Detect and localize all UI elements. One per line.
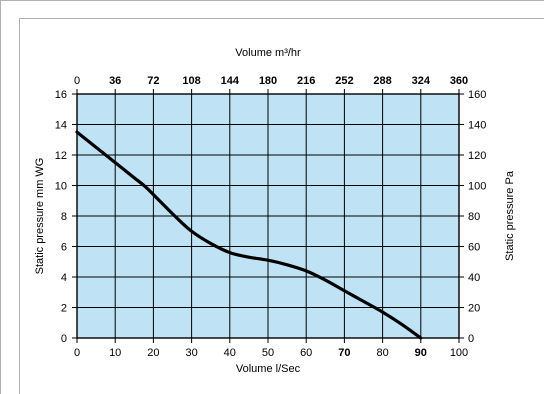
bottom-tick-label: 60	[300, 347, 312, 359]
top-tick-label: 288	[373, 75, 391, 87]
top-tick-label: 144	[221, 75, 240, 87]
right-tick-label: 160	[468, 89, 486, 101]
top-axis-tick-labels: 0 36 72 108 144 180 216 252 288 324 360	[74, 75, 468, 87]
right-axis-title: Static pressure Pa	[504, 170, 516, 261]
plot-border	[76, 93, 460, 339]
bottom-tick-label: 40	[224, 347, 236, 359]
right-tick-label: 0	[468, 333, 474, 345]
bottom-tick-label: 90	[415, 347, 427, 359]
left-tick-label: 6	[61, 242, 67, 254]
left-tick-label: 10	[55, 181, 67, 193]
frame-inner-border-top	[19, 18, 544, 19]
bottom-tick-label: 10	[109, 347, 121, 359]
top-tick-label: 0	[74, 75, 80, 87]
right-tick-label: 40	[468, 272, 480, 284]
top-tick-label: 252	[335, 75, 353, 87]
right-tick-label: 60	[468, 242, 480, 254]
right-tick-label: 120	[468, 150, 486, 162]
bottom-axis-tick-labels: 0 10 20 30 40 50 60 70 80 90 100	[74, 347, 468, 359]
bottom-tick-label: 0	[74, 347, 80, 359]
top-tick-label: 180	[259, 75, 277, 87]
bottom-tick-label: 80	[376, 347, 388, 359]
frame-inner-border-left	[19, 18, 20, 394]
right-axis-tick-labels: 0 20 40 60 80 100 120 140 160	[468, 89, 486, 345]
left-tick-label: 16	[55, 89, 67, 101]
top-tick-label: 216	[297, 75, 315, 87]
left-axis-title: Static pressure mm WG	[34, 158, 46, 275]
left-tick-label: 2	[61, 303, 67, 315]
right-tick-label: 80	[468, 211, 480, 223]
top-tick-label: 108	[182, 75, 200, 87]
top-axis-title: Volume m³/hr	[235, 47, 301, 59]
left-tick-label: 12	[55, 150, 67, 162]
top-tick-label: 72	[147, 75, 159, 87]
left-tick-label: 0	[61, 333, 67, 345]
frame-border-top	[0, 0, 544, 1]
left-tick-label: 14	[55, 120, 67, 132]
top-tick-label: 36	[109, 75, 121, 87]
bottom-axis-title: Volume l/Sec	[236, 363, 301, 375]
bottom-tick-label: 50	[262, 347, 274, 359]
axis-ticks	[72, 89, 464, 343]
right-tick-label: 100	[468, 181, 486, 193]
bottom-tick-label: 70	[338, 347, 350, 359]
left-tick-label: 4	[61, 272, 67, 284]
grid-lines	[77, 94, 459, 338]
bottom-tick-label: 30	[185, 347, 197, 359]
bottom-tick-label: 100	[450, 347, 468, 359]
left-axis-tick-labels: 0 2 4 6 8 10 12 14 16	[55, 89, 67, 345]
right-tick-label: 140	[468, 120, 486, 132]
left-tick-label: 8	[61, 211, 67, 223]
right-tick-label: 20	[468, 303, 480, 315]
frame-border-left	[0, 0, 1, 394]
top-tick-label: 324	[412, 75, 431, 87]
top-tick-label: 360	[450, 75, 468, 87]
performance-curve	[75, 130, 423, 340]
bottom-tick-label: 20	[147, 347, 159, 359]
